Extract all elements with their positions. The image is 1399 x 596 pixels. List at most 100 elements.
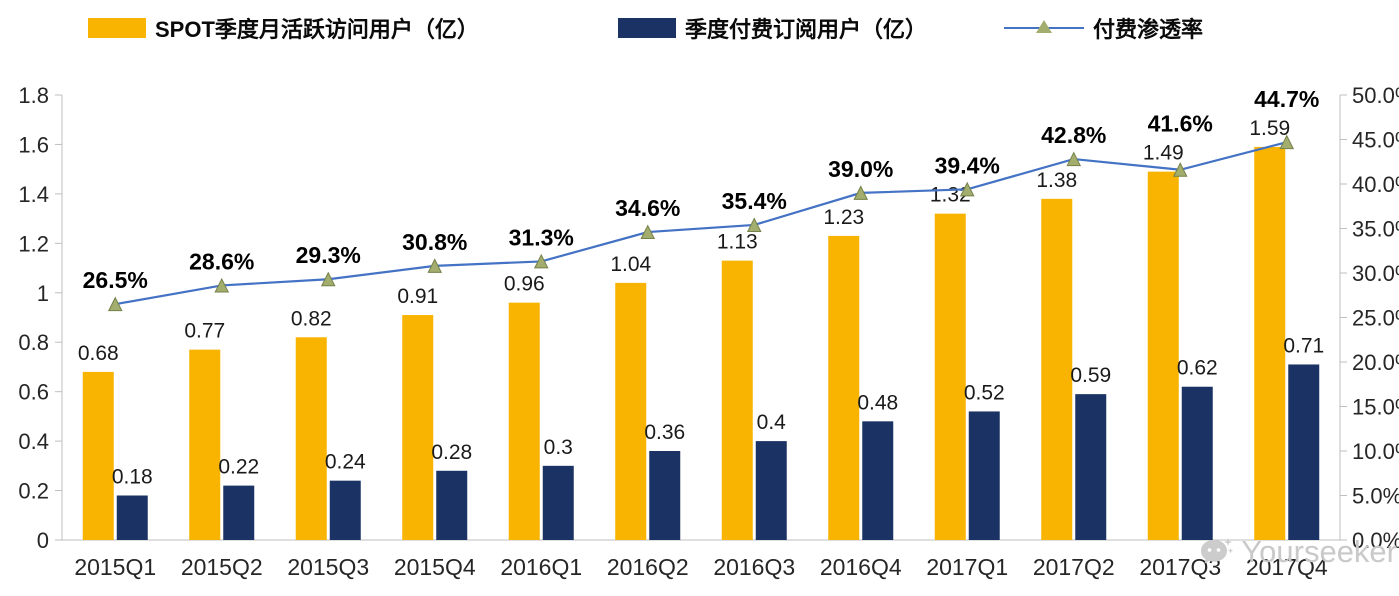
bar-label-subs: 0.18 <box>112 466 153 489</box>
penetration-label: 41.6% <box>1148 111 1213 137</box>
x-axis-category-label: 2015Q3 <box>287 554 369 580</box>
left-axis-tick-label: 1 <box>37 281 49 306</box>
bar-label-mau: 1.23 <box>823 206 864 229</box>
bar-subs <box>1288 364 1320 540</box>
line-marker-triangle-icon <box>320 271 336 287</box>
right-axis-tick-label: 10.0% <box>1352 439 1399 464</box>
x-axis-category-label: 2017Q4 <box>1246 554 1328 580</box>
penetration-label: 42.8% <box>1041 122 1106 148</box>
legend-line-sample <box>1004 18 1084 38</box>
legend-swatch-subs <box>618 18 676 38</box>
bar-label-mau: 0.68 <box>78 342 119 365</box>
bar-mau <box>82 371 114 540</box>
bar-mau <box>615 282 647 540</box>
line-marker-triangle-icon <box>853 185 869 200</box>
bar-label-mau: 1.38 <box>1036 169 1077 192</box>
left-axis-tick-label: 1.2 <box>18 231 49 256</box>
x-axis-category-label: 2016Q2 <box>607 554 689 580</box>
x-axis-category-label: 2016Q1 <box>500 554 582 580</box>
line-marker-triangle-icon <box>533 253 549 269</box>
penetration-label: 44.7% <box>1254 86 1319 112</box>
x-axis-category-label: 2015Q1 <box>74 554 156 580</box>
penetration-label: 28.6% <box>189 248 254 274</box>
bar-label-subs: 0.36 <box>644 421 685 444</box>
left-axis-tick-label: 0.6 <box>18 380 49 405</box>
legend-label-mau: SPOT季度月活跃访问用户（亿） <box>155 17 479 42</box>
bar-label-subs: 0.59 <box>1070 364 1111 387</box>
line-marker-triangle-icon <box>746 217 762 232</box>
bar-subs <box>755 441 787 540</box>
line-marker-triangle-icon <box>107 296 123 312</box>
legend-item-mau: SPOT季度月活跃访问用户（亿） <box>88 16 479 42</box>
legend-item-subs: 季度付费订阅用户（亿） <box>618 16 927 42</box>
bar-label-subs: 0.48 <box>857 391 898 414</box>
bar-label-mau: 1.59 <box>1249 117 1290 140</box>
x-axis-category-label: 2017Q3 <box>1139 554 1221 580</box>
bar-mau <box>1147 171 1179 540</box>
bar-mau <box>1041 198 1073 541</box>
line-marker-triangle-icon <box>1279 134 1295 150</box>
left-axis-tick-label: 1.4 <box>18 182 49 207</box>
right-axis-tick-label: 0.0% <box>1352 528 1399 553</box>
bar-mau <box>828 235 860 540</box>
line-marker-triangle-icon <box>427 258 443 273</box>
legend-swatch-mau <box>88 18 146 38</box>
bar-label-mau: 1.49 <box>1143 142 1184 165</box>
penetration-label: 26.5% <box>83 267 148 293</box>
bar-subs <box>1181 386 1213 540</box>
bar-label-subs: 0.3 <box>544 436 573 459</box>
bar-label-subs: 0.28 <box>431 441 472 464</box>
legend-label-penetration: 付费渗透率 <box>1093 17 1204 42</box>
bar-label-subs: 0.24 <box>325 451 366 474</box>
bar-label-subs: 0.4 <box>757 411 787 434</box>
bar-mau <box>189 349 221 540</box>
line-marker-triangle-icon <box>959 181 975 197</box>
bar-subs <box>223 485 255 540</box>
bar-label-subs: 0.62 <box>1177 357 1218 380</box>
x-axis-category-label: 2016Q4 <box>820 554 902 580</box>
bar-subs <box>436 470 468 540</box>
bar-subs <box>649 451 681 540</box>
right-axis-tick-label: 25.0% <box>1352 306 1399 331</box>
bar-subs <box>329 480 361 540</box>
line-marker-triangle-icon <box>640 224 656 240</box>
penetration-label: 29.3% <box>296 242 361 268</box>
bar-mau <box>295 337 327 540</box>
right-axis-tick-label: 20.0% <box>1352 350 1399 375</box>
right-axis-tick-label: 30.0% <box>1352 261 1399 286</box>
penetration-label: 35.4% <box>722 188 787 214</box>
bar-subs <box>862 421 894 540</box>
left-axis-tick-label: 1.6 <box>18 132 49 157</box>
bar-mau <box>1254 146 1286 540</box>
line-marker-triangle-icon <box>1066 151 1082 167</box>
x-axis-category-label: 2016Q3 <box>713 554 795 580</box>
right-axis-tick-label: 15.0% <box>1352 395 1399 420</box>
left-axis-tick-label: 0.8 <box>18 330 49 355</box>
bar-subs <box>1075 394 1107 540</box>
penetration-label: 39.4% <box>935 152 1000 178</box>
legend-triangle-marker-icon <box>1036 20 1052 33</box>
bar-label-mau: 0.77 <box>184 320 225 343</box>
bar-subs <box>116 495 148 540</box>
left-axis-tick-label: 0.2 <box>18 479 49 504</box>
right-axis-tick-label: 40.0% <box>1352 172 1399 197</box>
x-axis-category-label: 2017Q1 <box>926 554 1008 580</box>
penetration-label: 31.3% <box>509 224 574 250</box>
bar-label-subs: 0.71 <box>1283 334 1324 357</box>
bar-subs <box>968 411 1000 540</box>
right-axis-tick-label: 5.0% <box>1352 484 1399 509</box>
bar-mau <box>402 315 434 540</box>
penetration-label: 34.6% <box>615 195 680 221</box>
right-axis-tick-label: 50.0% <box>1352 83 1399 108</box>
bar-label-mau: 0.96 <box>504 273 545 296</box>
bar-label-mau: 1.13 <box>717 231 758 254</box>
penetration-label: 39.0% <box>828 156 893 182</box>
left-axis-tick-label: 0.4 <box>18 429 49 454</box>
left-axis-tick-label: 0 <box>37 528 49 553</box>
bar-label-subs: 0.22 <box>218 456 259 479</box>
bar-subs <box>542 465 574 540</box>
penetration-line <box>115 141 1288 306</box>
bar-mau <box>508 302 540 540</box>
right-axis-tick-label: 45.0% <box>1352 128 1399 153</box>
